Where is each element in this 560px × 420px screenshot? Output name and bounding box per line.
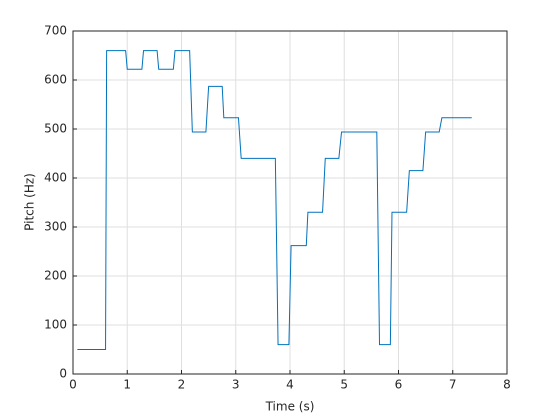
y-tick-label: 300 — [44, 220, 67, 234]
axes-box — [72, 30, 508, 375]
y-axis-label: Pitch (Hz) — [23, 173, 37, 231]
x-tick-label: 4 — [286, 378, 294, 392]
x-tick-label: 2 — [178, 378, 186, 392]
y-tick-label: 0 — [59, 367, 67, 381]
data-line — [77, 50, 472, 350]
x-tick-label: 1 — [123, 378, 131, 392]
x-tick-label: 7 — [449, 378, 457, 392]
y-tick-label: 200 — [44, 269, 67, 283]
x-tick-label: 8 — [503, 378, 511, 392]
y-tick-label: 100 — [44, 318, 67, 332]
y-tick-label: 700 — [44, 24, 67, 38]
x-tick-label: 0 — [69, 378, 77, 392]
x-tick-label: 5 — [340, 378, 348, 392]
y-tick-label: 600 — [44, 73, 67, 87]
x-axis-label: Time (s) — [265, 400, 315, 414]
y-tick-label: 400 — [44, 171, 67, 185]
x-tick-label: 6 — [395, 378, 403, 392]
x-tick-label: 3 — [232, 378, 240, 392]
y-tick-label: 500 — [44, 122, 67, 136]
